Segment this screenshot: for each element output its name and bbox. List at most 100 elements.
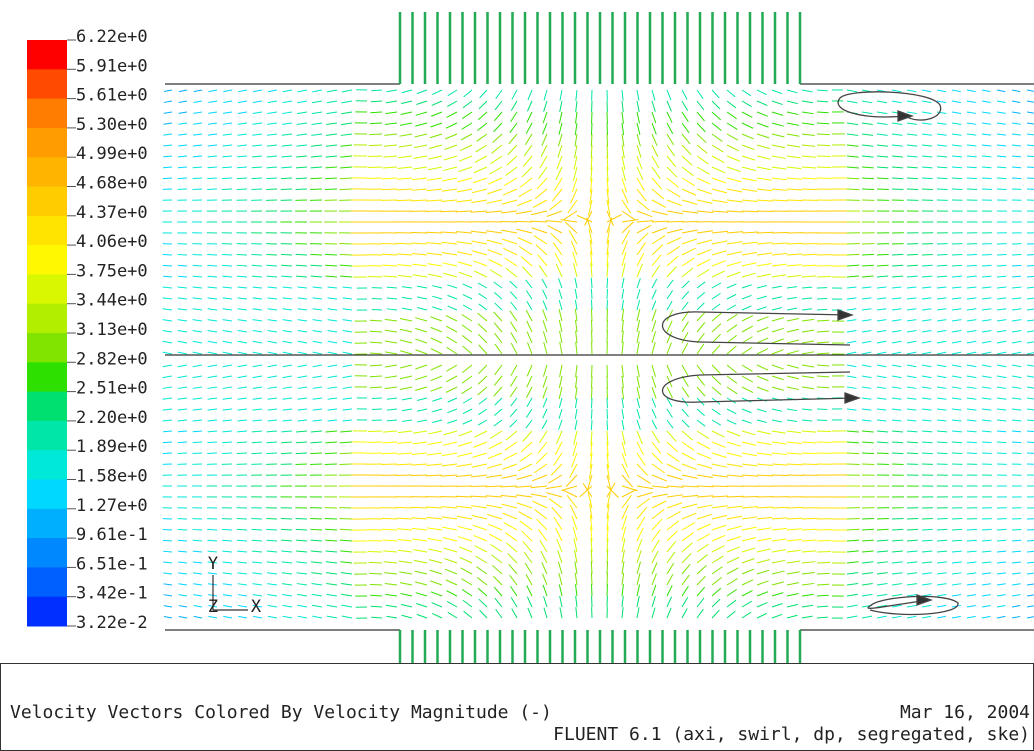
vector bbox=[606, 492, 611, 509]
vector bbox=[606, 199, 611, 216]
vector bbox=[192, 297, 203, 300]
vector bbox=[681, 563, 691, 575]
vector bbox=[571, 515, 578, 531]
vector bbox=[741, 590, 753, 597]
vector bbox=[384, 318, 398, 322]
vector bbox=[207, 340, 218, 344]
vector bbox=[425, 210, 443, 213]
vector bbox=[891, 561, 903, 564]
vector bbox=[447, 305, 458, 311]
vector bbox=[342, 308, 353, 311]
vector bbox=[891, 253, 904, 256]
vector bbox=[509, 310, 518, 322]
vector bbox=[816, 133, 830, 136]
vector bbox=[252, 604, 263, 608]
vector bbox=[386, 615, 398, 619]
vector bbox=[696, 533, 710, 542]
vector bbox=[192, 264, 203, 267]
vector bbox=[741, 364, 753, 372]
vector bbox=[921, 275, 933, 278]
vector bbox=[921, 364, 932, 368]
vector bbox=[575, 341, 578, 355]
vector bbox=[415, 317, 428, 322]
vector bbox=[621, 463, 630, 479]
vector bbox=[786, 328, 800, 333]
vector bbox=[586, 217, 593, 234]
vector bbox=[430, 111, 443, 117]
vector bbox=[383, 550, 398, 553]
vector bbox=[636, 341, 640, 355]
vector bbox=[542, 375, 548, 388]
vector bbox=[711, 111, 722, 121]
vector bbox=[510, 364, 518, 376]
vector bbox=[430, 386, 443, 392]
vector bbox=[342, 329, 353, 333]
vector bbox=[430, 591, 443, 597]
vector bbox=[267, 340, 278, 344]
vector bbox=[636, 199, 650, 211]
vector bbox=[431, 419, 443, 423]
vector bbox=[192, 441, 203, 444]
vector bbox=[951, 528, 963, 531]
vector bbox=[621, 122, 625, 136]
vector bbox=[411, 506, 428, 509]
vector bbox=[340, 582, 353, 586]
vector bbox=[621, 408, 625, 420]
vector bbox=[222, 583, 233, 586]
vector bbox=[311, 100, 323, 104]
vector bbox=[590, 308, 593, 322]
vector bbox=[696, 452, 712, 460]
vector bbox=[342, 351, 353, 355]
vector bbox=[162, 297, 173, 300]
vector bbox=[936, 408, 947, 411]
vector bbox=[516, 474, 533, 480]
vector bbox=[538, 166, 548, 180]
vector bbox=[681, 430, 694, 441]
vector bbox=[966, 177, 977, 180]
vector bbox=[681, 532, 694, 542]
vector bbox=[575, 607, 578, 619]
vector bbox=[711, 89, 720, 99]
vector bbox=[542, 397, 548, 408]
vector bbox=[441, 188, 458, 192]
vector bbox=[1011, 111, 1021, 114]
vector bbox=[492, 565, 503, 575]
vector bbox=[621, 584, 624, 597]
vector bbox=[936, 397, 947, 400]
vector bbox=[801, 111, 814, 115]
vector bbox=[801, 375, 815, 379]
vector bbox=[651, 408, 657, 419]
vector bbox=[726, 210, 744, 213]
vector bbox=[515, 485, 533, 488]
vector bbox=[237, 319, 248, 322]
vector bbox=[906, 572, 918, 575]
vector bbox=[801, 582, 815, 586]
vector bbox=[996, 375, 1007, 379]
vector bbox=[470, 495, 488, 498]
vector bbox=[574, 319, 578, 333]
vector bbox=[327, 319, 338, 322]
vector bbox=[696, 543, 709, 553]
vector bbox=[861, 397, 872, 400]
vector bbox=[801, 517, 818, 520]
vector bbox=[510, 100, 518, 111]
vector bbox=[651, 562, 658, 575]
vector bbox=[266, 539, 278, 542]
vector bbox=[846, 166, 860, 169]
vector bbox=[410, 231, 428, 234]
vector bbox=[846, 582, 859, 586]
vector bbox=[312, 89, 323, 93]
vector bbox=[906, 89, 917, 93]
vector bbox=[921, 351, 932, 355]
vector bbox=[447, 611, 458, 619]
vector bbox=[666, 331, 673, 344]
vector bbox=[756, 326, 769, 333]
vector bbox=[413, 549, 428, 553]
vector bbox=[533, 235, 548, 245]
vector bbox=[192, 364, 203, 368]
vector bbox=[475, 555, 488, 564]
vector bbox=[651, 177, 663, 190]
vector bbox=[399, 133, 413, 137]
vector bbox=[427, 441, 443, 445]
vector bbox=[1026, 144, 1034, 147]
